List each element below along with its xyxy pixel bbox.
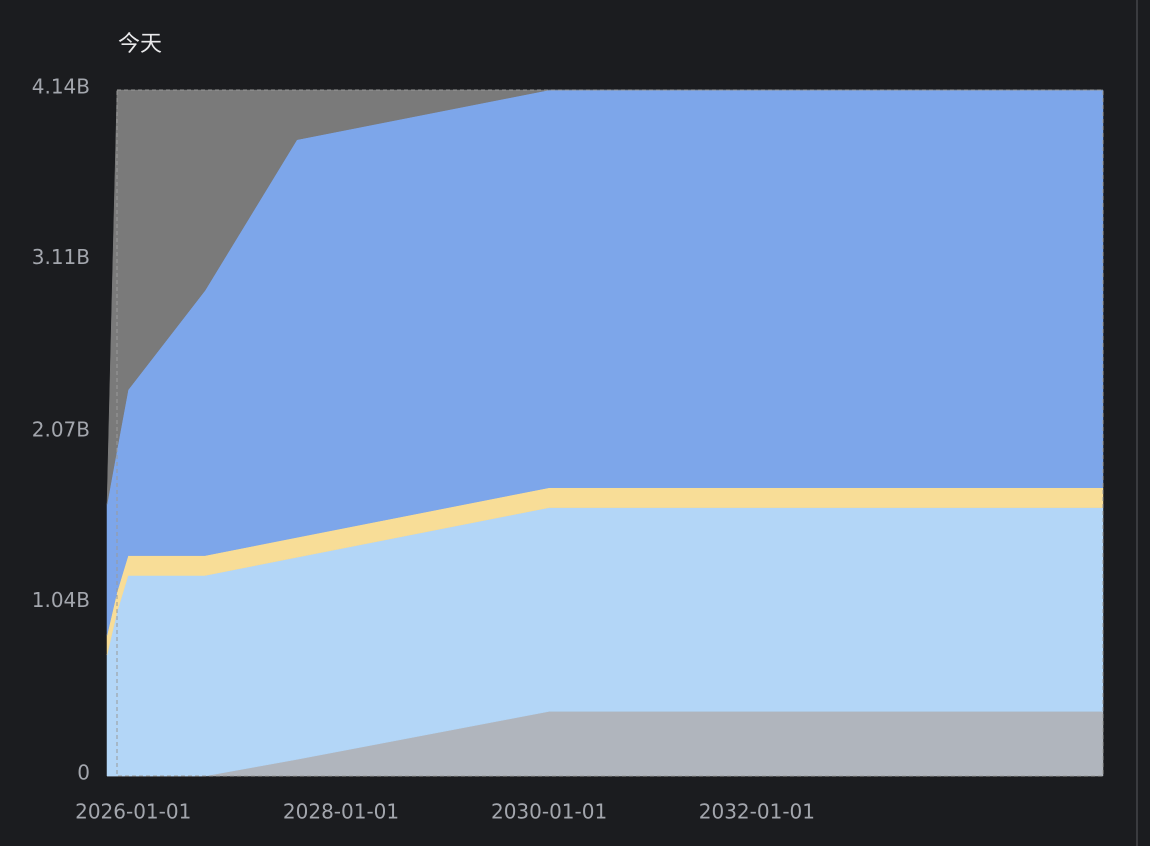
- chart-title: 今天: [118, 32, 162, 57]
- x-tick-label: 2030-01-01: [491, 800, 607, 824]
- y-tick-label: 2.07B: [32, 418, 90, 442]
- area: [106, 89, 1103, 505]
- x-tick-label: 2032-01-01: [699, 800, 815, 824]
- y-tick-label: 4.14B: [32, 75, 90, 99]
- y-tick-label: 0: [77, 761, 90, 785]
- y-tick-label: 3.11B: [32, 245, 90, 269]
- y-tick-label: 1.04B: [32, 588, 90, 612]
- plot-border: [116, 89, 1104, 777]
- x-tick-label: 2026-01-01: [75, 800, 191, 824]
- x-tick-label: 2028-01-01: [283, 800, 399, 824]
